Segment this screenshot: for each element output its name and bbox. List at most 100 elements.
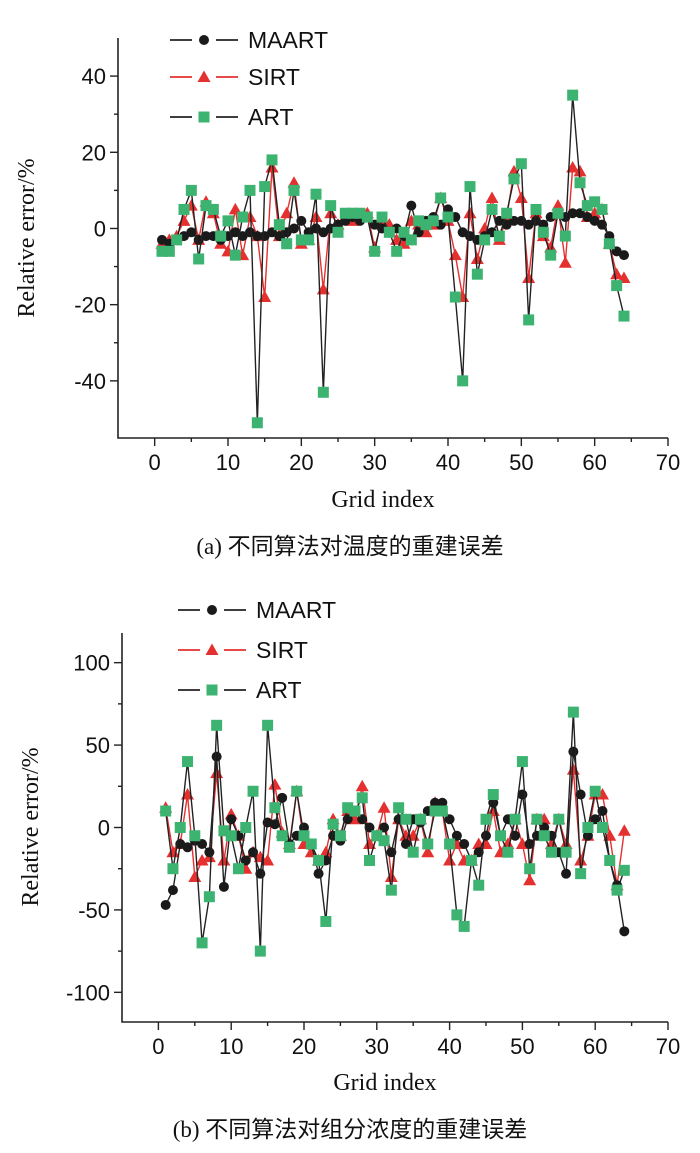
- data-point-art-13: [247, 785, 259, 797]
- data-point-maart-10: [226, 814, 237, 825]
- data-point-sirt-22: [309, 210, 323, 223]
- data-point-art-43: [465, 854, 477, 866]
- legend-label-maart: MAART: [256, 597, 336, 623]
- x-tick-label: 20: [292, 1034, 316, 1059]
- series-art: [156, 89, 630, 429]
- data-point-art-62: [603, 238, 615, 250]
- data-point-sirt-2: [166, 845, 180, 858]
- data-point-maart-4: [182, 842, 193, 853]
- data-point-art-14: [254, 945, 266, 957]
- data-point-sirt-6: [195, 853, 209, 866]
- data-point-art-45: [480, 813, 492, 825]
- data-point-sirt-15: [258, 290, 272, 303]
- data-point-art-8: [211, 719, 223, 731]
- data-point-art-9: [218, 825, 230, 837]
- legend-marker-art: [206, 684, 218, 696]
- data-point-art-3: [171, 234, 183, 246]
- data-point-art-57: [567, 706, 579, 718]
- x-tick-label: 30: [365, 1034, 389, 1059]
- data-point-art-52: [530, 203, 542, 215]
- data-point-art-58: [575, 868, 587, 880]
- data-point-art-22: [313, 854, 325, 866]
- data-point-art-1: [160, 805, 172, 817]
- data-point-art-62: [604, 854, 616, 866]
- data-point-maart-7: [204, 847, 215, 858]
- data-point-maart-35: [406, 200, 417, 211]
- data-point-art-40: [442, 211, 454, 223]
- data-point-art-33: [393, 802, 405, 814]
- x-axis-label: Grid index: [331, 487, 434, 513]
- data-point-art-32: [383, 226, 395, 238]
- data-point-art-50: [515, 158, 527, 170]
- x-tick-label: 50: [509, 450, 533, 475]
- data-point-art-45: [479, 234, 491, 246]
- data-point-maart-2: [167, 885, 178, 896]
- data-point-sirt-46: [485, 191, 499, 203]
- data-point-art-32: [385, 884, 397, 896]
- data-point-sirt-50: [514, 191, 528, 203]
- data-point-maart-57: [568, 746, 579, 757]
- data-point-art-36: [414, 813, 426, 825]
- data-point-sirt-64: [617, 824, 631, 836]
- data-point-art-26: [342, 802, 354, 814]
- series-art: [160, 706, 630, 957]
- data-point-art-15: [259, 181, 271, 193]
- data-point-sirt-16: [268, 778, 282, 790]
- data-point-art-61: [596, 203, 608, 215]
- x-tick-label: 70: [656, 1034, 680, 1059]
- data-point-art-20: [298, 830, 310, 842]
- data-point-art-24: [325, 200, 337, 212]
- y-axis-label: Relative error/%: [18, 747, 44, 906]
- data-point-maart-34: [400, 838, 411, 849]
- data-point-art-55: [553, 813, 565, 825]
- data-point-art-48: [502, 846, 514, 858]
- legend-label-art: ART: [248, 104, 294, 130]
- x-tick-label: 0: [152, 1034, 164, 1059]
- data-point-art-31: [378, 835, 390, 847]
- data-point-art-40: [444, 838, 456, 850]
- data-point-art-18: [283, 841, 295, 853]
- data-point-art-42: [457, 375, 469, 387]
- data-point-art-19: [291, 785, 303, 797]
- data-point-art-35: [407, 846, 419, 858]
- data-point-maart-7: [201, 231, 211, 242]
- data-point-art-57: [567, 89, 579, 101]
- data-point-maart-41: [451, 830, 462, 841]
- data-point-sirt-51: [522, 271, 536, 283]
- data-point-art-31: [376, 211, 388, 223]
- data-point-art-51: [524, 863, 536, 875]
- data-point-sirt-58: [573, 164, 587, 177]
- data-point-art-47: [493, 230, 505, 242]
- y-tick-label: -50: [78, 898, 110, 923]
- data-point-art-30: [371, 830, 383, 842]
- data-point-sirt-9: [217, 853, 231, 866]
- data-point-art-39: [436, 805, 448, 817]
- data-point-art-44: [473, 879, 485, 891]
- data-point-maart-9: [218, 881, 229, 892]
- data-point-maart-5: [186, 227, 197, 238]
- data-point-sirt-37: [421, 845, 435, 858]
- data-point-art-5: [185, 184, 197, 196]
- data-point-art-25: [332, 226, 344, 238]
- data-point-art-34: [400, 813, 412, 825]
- data-point-art-16: [269, 802, 281, 814]
- x-tick-label: 60: [582, 450, 606, 475]
- data-point-maart-23: [318, 227, 329, 238]
- legend-marker-art: [198, 111, 210, 123]
- data-point-art-59: [581, 200, 593, 212]
- data-point-art-23: [317, 386, 329, 398]
- data-point-sirt-4: [177, 214, 191, 226]
- data-point-sirt-56: [558, 256, 572, 268]
- data-point-maart-60: [589, 215, 600, 226]
- data-point-art-37: [422, 838, 434, 850]
- data-point-maart-39: [437, 797, 448, 808]
- data-point-art-3: [174, 822, 186, 833]
- x-tick-label: 10: [216, 450, 240, 475]
- data-point-art-49: [509, 813, 521, 825]
- data-point-art-35: [405, 234, 417, 246]
- data-point-art-24: [327, 818, 339, 830]
- x-tick-label: 40: [436, 450, 460, 475]
- data-point-maart-20: [299, 822, 309, 833]
- data-point-maart-58: [575, 789, 586, 800]
